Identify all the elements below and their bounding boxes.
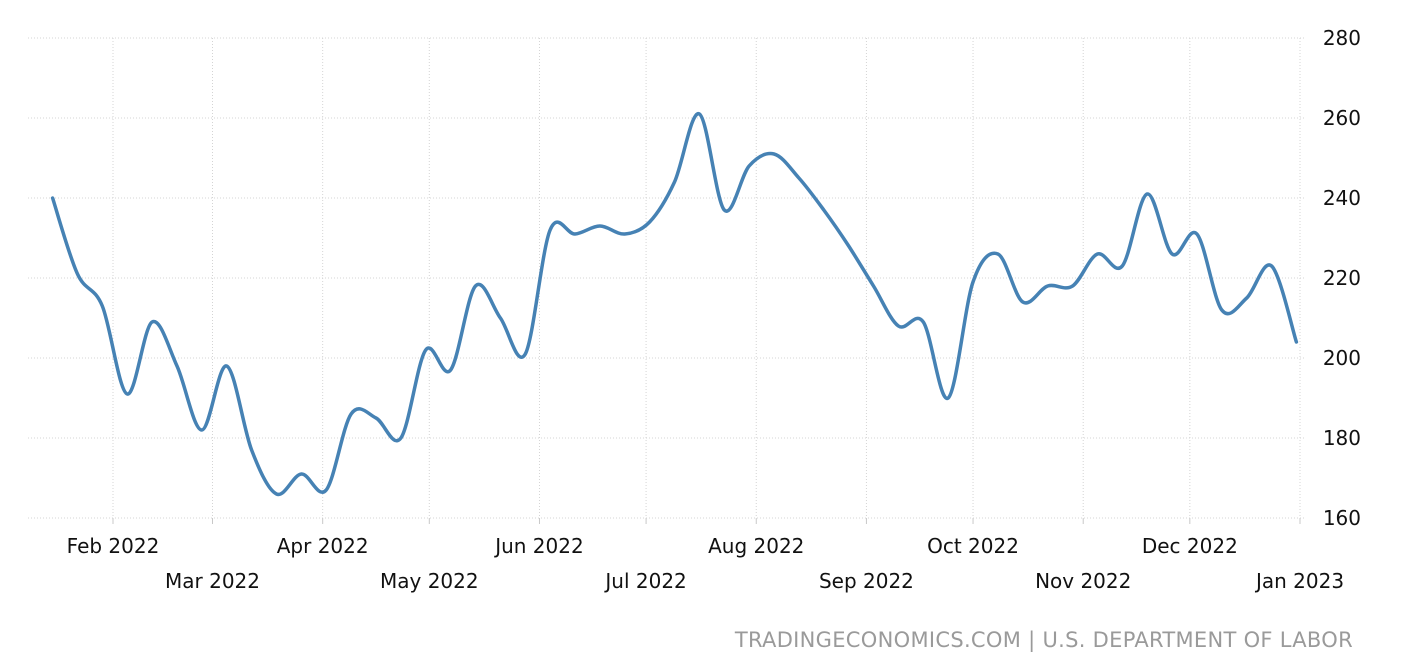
x-tick-label: Oct 2022 bbox=[927, 534, 1019, 558]
x-tick-label: May 2022 bbox=[380, 569, 479, 593]
y-axis: 160 180 200 220 240 260 280 bbox=[1323, 26, 1361, 530]
y-tick-label: 220 bbox=[1323, 266, 1361, 290]
y-tick-label: 240 bbox=[1323, 186, 1361, 210]
y-tick-label: 180 bbox=[1323, 426, 1361, 450]
x-tick-label: Feb 2022 bbox=[67, 534, 160, 558]
x-tick-label: Aug 2022 bbox=[708, 534, 804, 558]
x-tick-label: Sep 2022 bbox=[819, 569, 914, 593]
source-attribution: TRADINGECONOMICS.COM | U.S. DEPARTMENT O… bbox=[734, 628, 1353, 652]
grid bbox=[28, 37, 1306, 519]
x-tick-label: Jun 2022 bbox=[493, 534, 584, 558]
x-tick-label: Jul 2022 bbox=[603, 569, 686, 593]
y-tick-label: 200 bbox=[1323, 346, 1361, 370]
y-tick-label: 280 bbox=[1323, 26, 1361, 50]
x-tick-label: Jan 2023 bbox=[1254, 569, 1344, 593]
y-tick-label: 160 bbox=[1323, 506, 1361, 530]
series-line bbox=[50, 112, 1299, 497]
y-tick-label: 260 bbox=[1323, 106, 1361, 130]
x-tick-label: Nov 2022 bbox=[1035, 569, 1131, 593]
series-layer bbox=[50, 112, 1299, 497]
x-tick-label: Mar 2022 bbox=[165, 569, 260, 593]
x-tick-label: Apr 2022 bbox=[277, 534, 369, 558]
x-tick-label: Dec 2022 bbox=[1142, 534, 1238, 558]
